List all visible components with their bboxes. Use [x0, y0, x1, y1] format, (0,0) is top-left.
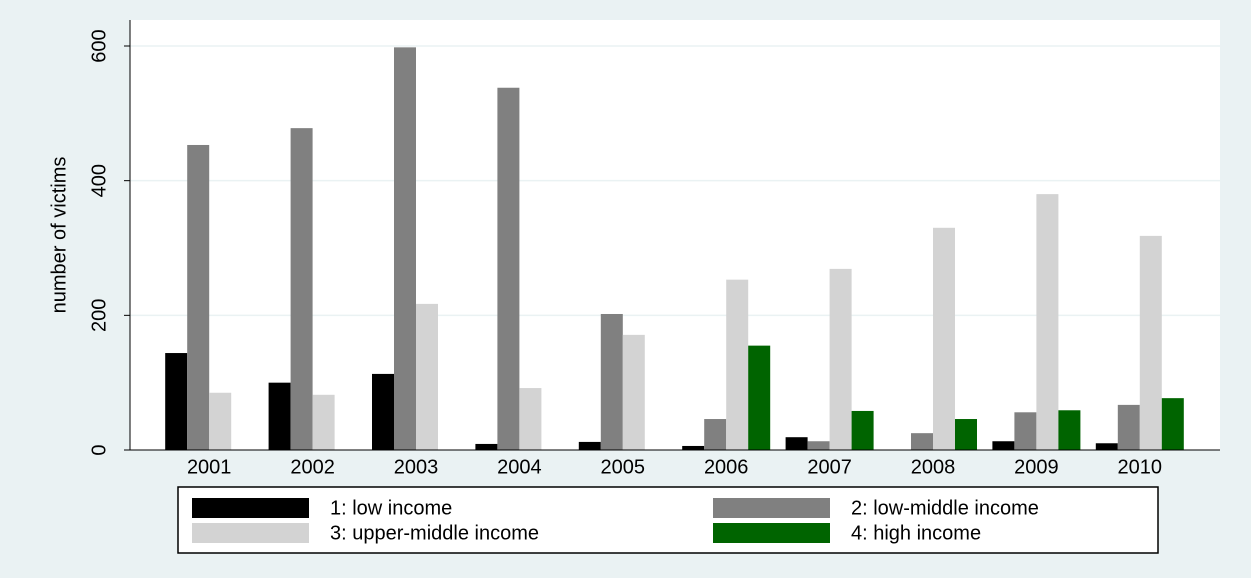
y-axis-title: number of victims	[48, 157, 70, 314]
legend-label: 2: low-middle income	[851, 497, 1039, 519]
x-tick-label: 2001	[187, 456, 232, 478]
x-tick-label: 2010	[1118, 456, 1163, 478]
bar	[1161, 398, 1184, 450]
bar	[416, 303, 438, 450]
legend-swatch	[713, 498, 830, 518]
bar	[829, 268, 852, 450]
bar	[372, 373, 394, 450]
bar	[209, 392, 232, 450]
bar	[785, 437, 808, 450]
legend	[177, 486, 1159, 554]
bar	[748, 345, 771, 450]
bar	[933, 227, 955, 450]
bar	[851, 410, 874, 450]
bar	[394, 47, 416, 450]
bar	[1058, 410, 1081, 450]
bar	[268, 382, 291, 450]
legend-swatch	[713, 523, 830, 543]
bar	[1139, 235, 1162, 450]
bar	[1014, 412, 1037, 450]
bar	[312, 394, 335, 450]
bar	[187, 144, 210, 451]
bar	[475, 443, 498, 450]
bar	[519, 388, 542, 450]
x-tick-label: 2009	[1014, 456, 1059, 478]
x-tick-label: 2003	[394, 456, 439, 478]
bar	[497, 87, 520, 450]
bar	[955, 419, 977, 450]
bar	[165, 353, 188, 450]
bar	[1036, 194, 1059, 450]
bar	[1095, 443, 1118, 450]
x-tick-label: 2005	[601, 456, 646, 478]
y-tick-label: 200	[88, 299, 110, 332]
x-tick-label: 2006	[704, 456, 749, 478]
bar	[578, 441, 601, 450]
bar	[704, 419, 727, 450]
bar	[726, 279, 749, 450]
bar	[682, 445, 705, 450]
legend-label: 3: upper-middle income	[330, 522, 539, 544]
y-tick-label: 0	[88, 444, 110, 455]
x-tick-label: 2004	[497, 456, 542, 478]
y-tick-label: 600	[88, 29, 110, 62]
legend-swatch	[192, 498, 309, 518]
bar	[622, 334, 645, 450]
bar	[807, 441, 830, 450]
legend-label: 1: low income	[330, 497, 452, 519]
legend-label: 4: high income	[851, 522, 981, 544]
x-tick-label: 2007	[807, 456, 852, 478]
bar	[1117, 404, 1140, 450]
y-tick-label: 400	[88, 164, 110, 197]
legend-swatch	[192, 523, 309, 543]
bar	[992, 441, 1015, 450]
x-tick-label: 2008	[911, 456, 956, 478]
bar	[911, 433, 933, 450]
bar	[600, 313, 623, 450]
bar	[290, 128, 313, 450]
x-tick-label: 2002	[290, 456, 335, 478]
